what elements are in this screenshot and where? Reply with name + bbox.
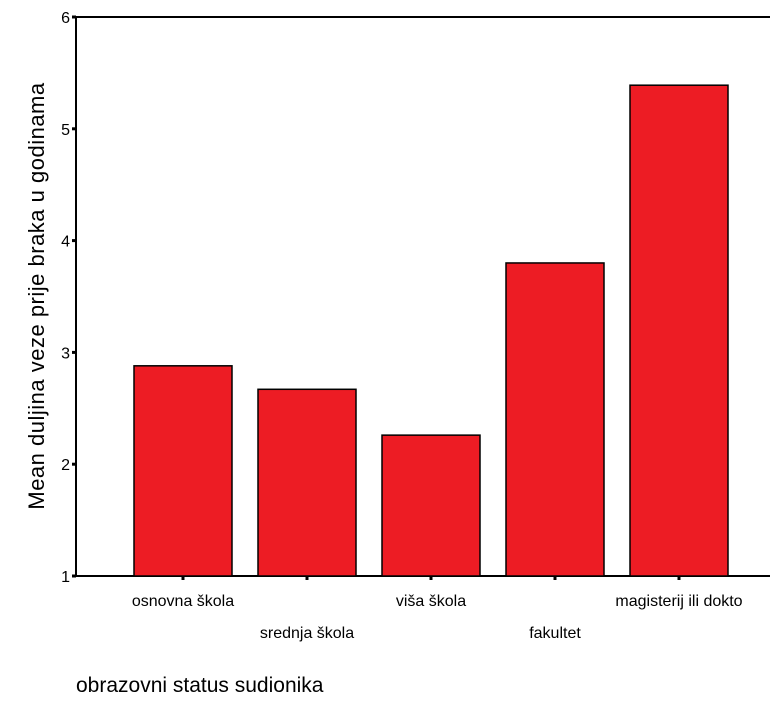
y-tick-label: 6	[61, 10, 70, 27]
x-tick-label: srednja škola	[260, 625, 354, 642]
y-tick-label: 5	[61, 122, 70, 139]
y-tick-label: 1	[61, 569, 70, 586]
bar	[505, 262, 605, 577]
y-tick-label: 3	[61, 345, 70, 362]
x-tick-label: magisterij ili dokto	[615, 593, 742, 610]
y-tick-label: 2	[61, 457, 70, 474]
bar	[629, 84, 729, 577]
bar	[257, 388, 357, 577]
x-tick-label: viša škola	[396, 593, 466, 610]
x-tick-label: fakultet	[529, 625, 581, 642]
y-tick-label: 4	[61, 234, 70, 251]
bar	[381, 434, 481, 577]
bars	[133, 84, 729, 577]
x-axis: osnovna škola srednja škola viša škola faku…	[132, 576, 743, 642]
y-axis-title: Mean duljina veze prije braka u godinama	[24, 82, 49, 510]
x-tick-label: osnovna škola	[132, 593, 234, 610]
x-axis-title: obrazovni status sudionika	[76, 674, 324, 697]
y-axis: 1 2 3 4 5 6	[61, 10, 76, 586]
bar	[133, 365, 233, 577]
